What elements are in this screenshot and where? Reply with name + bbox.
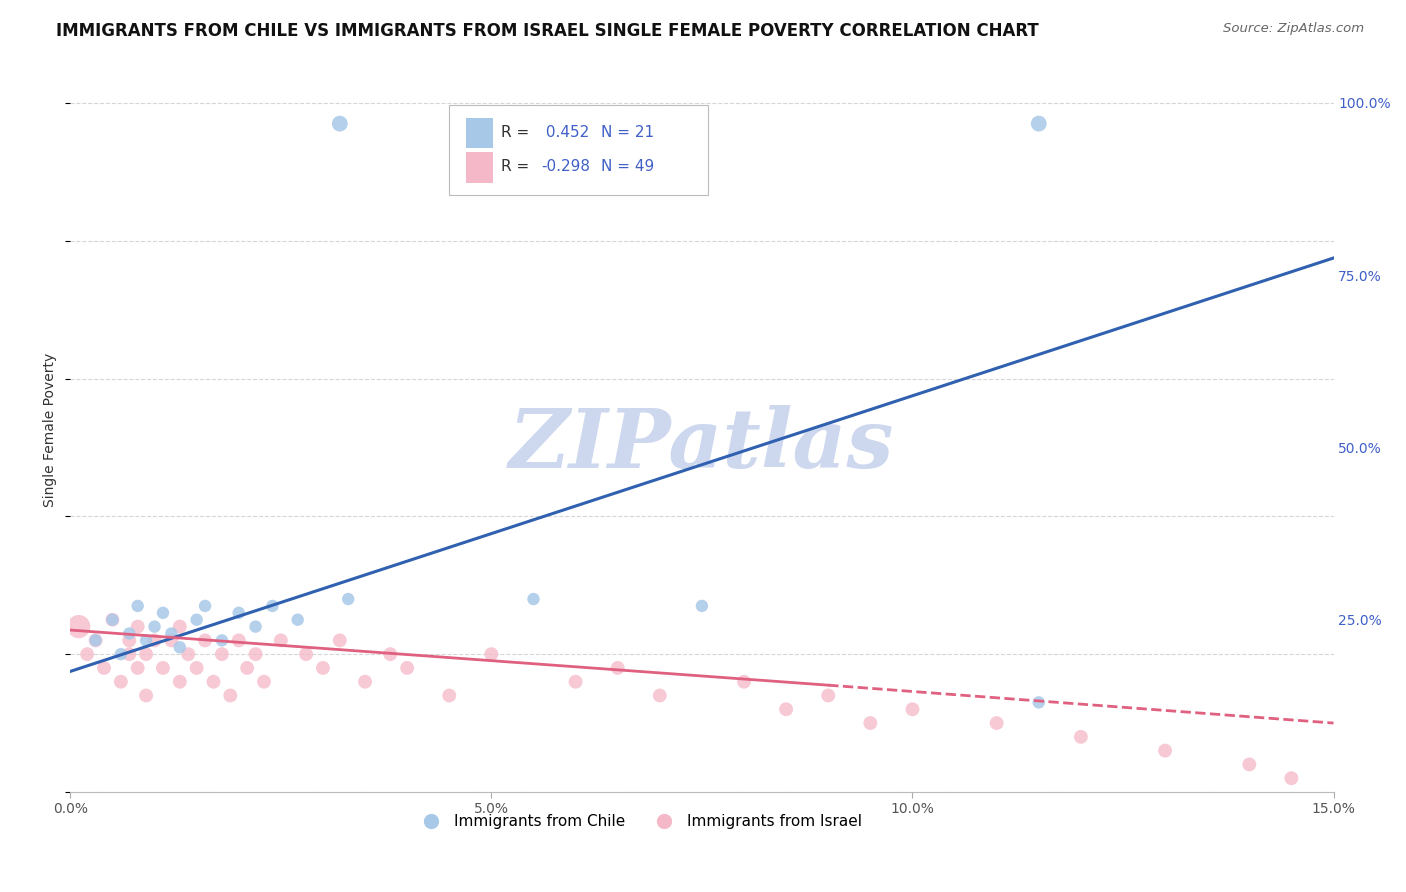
- Point: [329, 633, 352, 648]
- Point: [219, 689, 242, 703]
- Point: [1239, 757, 1261, 772]
- Text: 0.452: 0.452: [541, 125, 589, 140]
- Point: [522, 592, 544, 607]
- Point: [211, 633, 233, 648]
- Point: [253, 674, 276, 689]
- Point: [127, 599, 149, 613]
- Point: [135, 633, 157, 648]
- Text: N = 21: N = 21: [600, 125, 654, 140]
- Text: -0.298: -0.298: [541, 160, 591, 175]
- Text: N = 49: N = 49: [600, 160, 654, 175]
- Text: ZIPatlas: ZIPatlas: [509, 405, 894, 484]
- Point: [135, 689, 157, 703]
- Point: [479, 647, 502, 661]
- Point: [110, 647, 132, 661]
- Point: [118, 633, 141, 648]
- Point: [84, 633, 107, 648]
- Point: [901, 702, 924, 716]
- Point: [211, 647, 233, 661]
- Point: [236, 661, 259, 675]
- Point: [439, 689, 461, 703]
- Point: [84, 633, 107, 648]
- Point: [101, 613, 124, 627]
- Point: [648, 689, 671, 703]
- FancyBboxPatch shape: [450, 104, 709, 195]
- FancyBboxPatch shape: [465, 118, 494, 148]
- Point: [1028, 117, 1050, 131]
- Point: [169, 674, 191, 689]
- Point: [127, 619, 149, 633]
- Point: [101, 613, 124, 627]
- Point: [143, 633, 166, 648]
- Point: [1154, 744, 1177, 758]
- Point: [110, 674, 132, 689]
- Point: [287, 613, 309, 627]
- Point: [606, 661, 628, 675]
- Point: [1070, 730, 1092, 744]
- Point: [733, 674, 755, 689]
- Point: [245, 647, 267, 661]
- Point: [245, 619, 267, 633]
- Text: R =: R =: [501, 160, 534, 175]
- Point: [396, 661, 419, 675]
- Point: [169, 640, 191, 655]
- Point: [177, 647, 200, 661]
- Point: [859, 716, 882, 731]
- Point: [135, 647, 157, 661]
- Point: [1028, 695, 1050, 709]
- Point: [118, 647, 141, 661]
- Point: [262, 599, 284, 613]
- Text: Source: ZipAtlas.com: Source: ZipAtlas.com: [1223, 22, 1364, 36]
- Point: [295, 647, 318, 661]
- Point: [186, 661, 208, 675]
- Point: [228, 606, 250, 620]
- Legend: Immigrants from Chile, Immigrants from Israel: Immigrants from Chile, Immigrants from I…: [411, 808, 868, 835]
- Point: [67, 619, 90, 633]
- Point: [160, 626, 183, 640]
- Point: [152, 606, 174, 620]
- Point: [143, 619, 166, 633]
- Point: [194, 599, 217, 613]
- Point: [337, 592, 360, 607]
- Text: IMMIGRANTS FROM CHILE VS IMMIGRANTS FROM ISRAEL SINGLE FEMALE POVERTY CORRELATIO: IMMIGRANTS FROM CHILE VS IMMIGRANTS FROM…: [56, 22, 1039, 40]
- Point: [329, 117, 352, 131]
- Point: [194, 633, 217, 648]
- Point: [270, 633, 292, 648]
- Point: [690, 599, 713, 613]
- Text: R =: R =: [501, 125, 534, 140]
- Point: [986, 716, 1008, 731]
- Point: [202, 674, 225, 689]
- Point: [93, 661, 115, 675]
- Point: [564, 674, 586, 689]
- Point: [817, 689, 839, 703]
- Point: [127, 661, 149, 675]
- Point: [775, 702, 797, 716]
- Point: [228, 633, 250, 648]
- Point: [76, 647, 98, 661]
- Point: [160, 633, 183, 648]
- Y-axis label: Single Female Poverty: Single Female Poverty: [44, 353, 58, 508]
- Point: [152, 661, 174, 675]
- Point: [354, 674, 377, 689]
- Point: [312, 661, 335, 675]
- Point: [118, 626, 141, 640]
- Point: [169, 619, 191, 633]
- Point: [380, 647, 402, 661]
- Point: [1279, 771, 1302, 785]
- Point: [186, 613, 208, 627]
- FancyBboxPatch shape: [465, 153, 494, 183]
